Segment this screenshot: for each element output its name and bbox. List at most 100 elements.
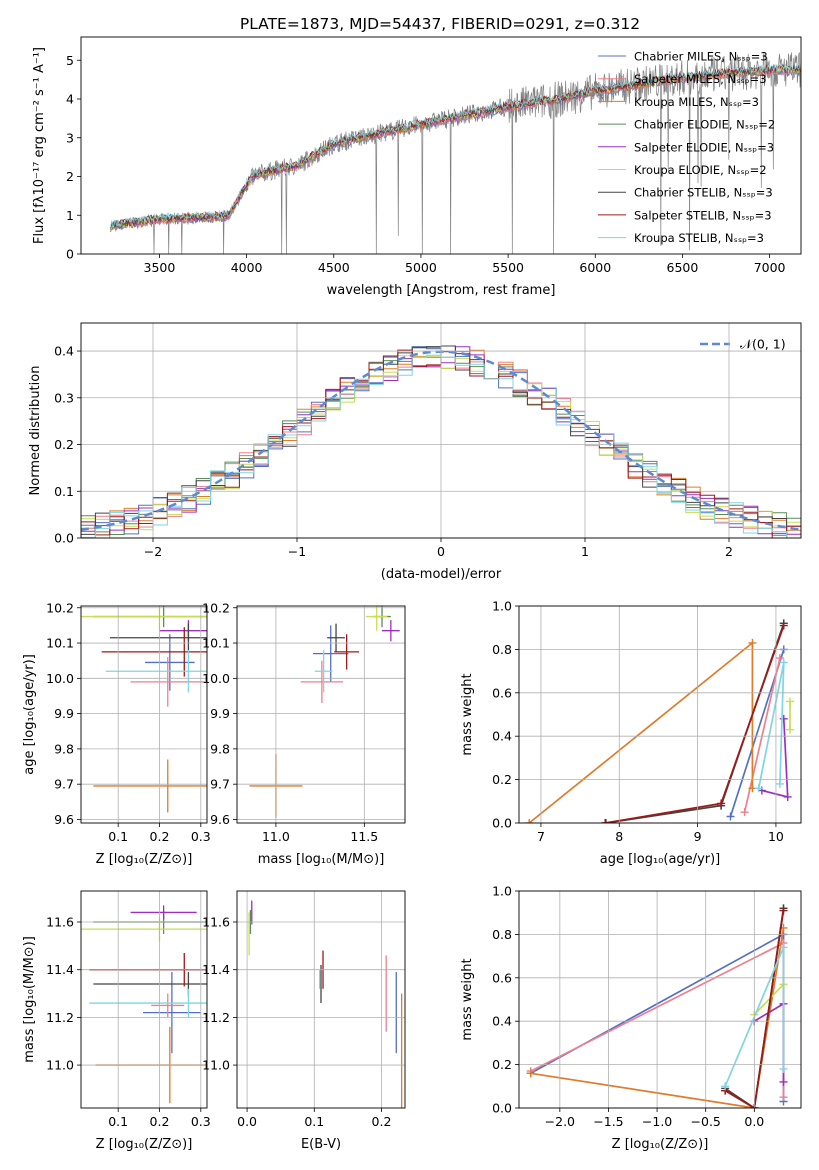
weight-marker (783, 792, 792, 801)
tick-label-y: 4 (66, 92, 74, 107)
tick-label-y: 1 (66, 208, 74, 223)
tick-label-x: 1 (581, 544, 589, 559)
tick-label-y: 0.4 (54, 344, 74, 359)
panel-mass-vs-EBV: 0.0 0.1 0.2 11.0 11.2 11.4 11.6 E(B-V) (202, 890, 406, 1152)
tick-label-y: 1.0 (492, 599, 512, 614)
weight-marker (786, 725, 795, 734)
weight-marker (717, 799, 726, 808)
tick-label-y: 0.8 (492, 642, 512, 657)
panel-mass-vs-Z: 0.1 0.2 0.3 11.0 11.2 11.4 11.6 Z [log₁₀(Z/Z⊙)]… (22, 890, 211, 1152)
tick-label-x: 0.0 (744, 1114, 764, 1129)
weight-line (757, 662, 785, 789)
tick-label-y: 0.6 (492, 970, 512, 985)
tick-label-x: 0.1 (108, 1114, 128, 1129)
panel-age-vs-mass: 11.0 11.5 9.6 9.7 9.8 9.9 10.0 10.1 10.2 mass [lo… (202, 600, 406, 867)
weight-marker (740, 808, 749, 817)
y-axis-label: mass weight (460, 673, 475, 755)
tick-label-x: 5500 (492, 260, 524, 275)
weight-marker (779, 1077, 788, 1086)
tick-label-y: 11.2 (202, 1010, 230, 1025)
tick-label-x: 0.2 (150, 1114, 170, 1129)
weight-marker (775, 779, 784, 788)
tick-label-x: 8 (615, 829, 623, 844)
weight-line (724, 910, 785, 1108)
tick-label-y: 0.1 (54, 484, 74, 499)
axes-frame (236, 605, 406, 824)
tick-label-y: 10.0 (46, 671, 74, 686)
x-axis-label: Z [log₁₀(Z/Z⊙)] (96, 1137, 193, 1152)
tick-label-y: 10.1 (202, 636, 230, 651)
plot-area (248, 900, 403, 1108)
tick-label-y: 9.6 (210, 812, 230, 827)
tick-label-y: 10.0 (202, 671, 230, 686)
tick-label-x: 2 (725, 544, 733, 559)
plot-area (81, 606, 207, 813)
y-axis-label: mass weight (460, 958, 475, 1040)
plot-area (526, 904, 788, 1108)
tick-label-x: 4500 (318, 260, 350, 275)
tick-label-x: −1 (288, 544, 306, 559)
tick-label-x: 6500 (667, 260, 699, 275)
tick-label-y: 0.3 (54, 390, 74, 405)
tick-label-y: 3 (66, 130, 74, 145)
tick-label-y: 1.0 (492, 884, 512, 899)
weight-marker (721, 1082, 730, 1091)
weight-marker (525, 819, 534, 823)
tick-label-y: 9.6 (54, 812, 74, 827)
tick-label-y: 9.8 (54, 741, 74, 756)
tick-label-x: 11.5 (350, 829, 378, 844)
weight-marker (779, 621, 788, 630)
panel-spectrum: Chabrier MILES, Nₛₛₚ=3 Salpeter MILES, Nₛ… (32, 36, 802, 298)
panel-weight-vs-Z: −2.0 −1.5 −1.0 −0.5 0.0 0.0 0.2 0.4 0.6 0.8 1.0 Z [… (460, 884, 802, 1152)
tick-label-x: −2.0 (545, 1114, 575, 1129)
tick-label-y: 0.8 (492, 927, 512, 942)
figure-title: PLATE=1873, MJD=54437, FIBERID=0291, z=0… (240, 15, 640, 33)
tick-label-y: 0.4 (492, 1014, 512, 1029)
tick-label-x: −1.5 (593, 1114, 623, 1129)
x-axis-label: age [log₁₀(age/yr)] (600, 852, 721, 867)
y-axis-label: Flux [fλ10⁻¹⁷ erg cm⁻² s⁻¹ A⁻¹] (32, 47, 47, 244)
axes-frame (80, 605, 208, 824)
weight-marker (779, 1093, 788, 1102)
tick-label-x: 0 (437, 544, 445, 559)
x-axis-label: (data-model)/error (381, 567, 502, 582)
tick-label-y: 9.9 (54, 706, 74, 721)
axes-frame (518, 890, 802, 1109)
plot-area (249, 606, 400, 818)
tick-label-y: 9.7 (54, 777, 74, 792)
weight-marker (786, 697, 795, 706)
model-spectrum-line (110, 62, 801, 228)
tick-label-x: 0.2 (150, 829, 170, 844)
legend-entry: Kroupa MILES, Nₛₛₚ=3 (634, 95, 759, 109)
weight-marker (748, 638, 757, 647)
tick-label-y: 11.0 (46, 1058, 74, 1073)
panel-age-vs-Z: 0.1 0.2 0.3 9.6 9.7 9.8 9.9 10.0 10.1 10.2 Z [log₁… (22, 600, 211, 867)
y-axis-label: Normed distribution (28, 366, 43, 496)
tick-label-y: 11.4 (46, 962, 74, 977)
legend-entry: Kroupa STELIB, Nₛₛₚ=3 (634, 231, 764, 245)
tick-label-x: 0.0 (237, 1114, 257, 1129)
weight-line (753, 983, 785, 1016)
weight-line (743, 657, 781, 813)
axes-frame (80, 322, 802, 539)
plot-area (81, 905, 207, 1104)
axes-frame (80, 36, 802, 255)
weight-marker (779, 943, 788, 952)
tick-label-y: 2 (66, 169, 74, 184)
plot-area (110, 52, 801, 254)
tick-label-x: −0.5 (691, 1114, 721, 1129)
weight-line (605, 623, 785, 823)
tick-label-y: 9.8 (210, 741, 230, 756)
weight-line (530, 927, 785, 1108)
legend-entry: Salpeter ELODIE, Nₛₛₚ=3 (634, 140, 774, 154)
weight-marker (779, 658, 788, 667)
y-axis-label: age [log₁₀(age/yr)] (22, 654, 37, 775)
tick-label-y: 0.2 (492, 772, 512, 787)
tick-label-y: 0.0 (492, 1101, 512, 1116)
legend-entry: Salpeter STELIB, Nₛₛₚ=3 (634, 208, 772, 222)
weight-line (761, 718, 789, 799)
axes-frame (518, 605, 802, 824)
tick-label-y: 0.4 (492, 729, 512, 744)
tick-label-x: 10 (768, 829, 784, 844)
weight-marker (779, 1064, 788, 1073)
